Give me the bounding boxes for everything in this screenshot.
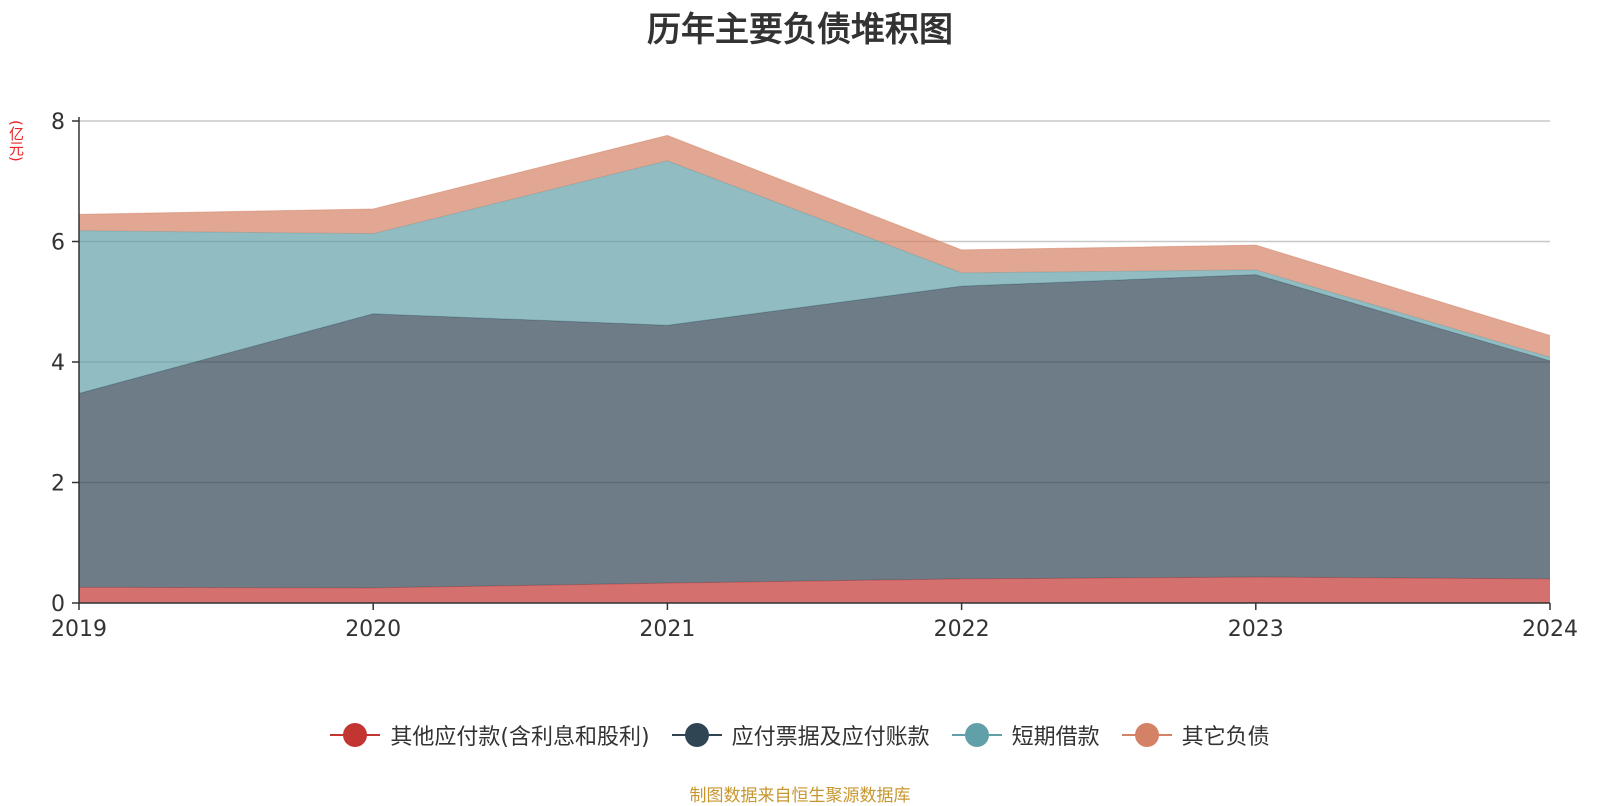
area-series-1 [79,274,1550,588]
legend-marker-icon [951,723,1002,747]
legend-item-2[interactable]: 短期借款 [951,719,1100,751]
area-series-line-3 [78,134,1551,336]
legend-label: 其他应付款(含利息和股利) [390,725,650,750]
area-series-0 [79,577,1550,603]
y-axis-unit-label: (亿元) [7,120,25,162]
legend-label: 应付票据及应付账款 [731,725,930,750]
chart-plot: 0 2 4 6 8 2019 2020 2021 2022 2023 2024 [51,110,1578,642]
y-tick-label: 0 [51,592,65,617]
legend-marker-icon [671,723,722,747]
chart-legend: 其他应付款(含利息和股利) 应付票据及应付账款 短期借款 其它负债 [0,719,1600,751]
y-tick-label: 6 [51,231,65,256]
legend-marker-icon [330,723,381,747]
chart-title: 历年主要负债堆积图 [647,10,953,50]
y-tick-label: 8 [51,110,65,135]
legend-item-1[interactable]: 应付票据及应付账款 [671,719,930,751]
x-tick-label: 2022 [934,617,990,642]
source-note: 制图数据来自恒生聚源数据库 [689,786,911,806]
area-series-2 [79,160,1550,394]
y-tick-label: 4 [51,351,65,376]
x-tick-label: 2021 [639,617,695,642]
x-tick-label: 2023 [1228,617,1284,642]
legend-item-3[interactable]: 其它负债 [1121,719,1270,751]
y-tick-label: 2 [51,472,65,497]
legend-label: 其它负债 [1181,725,1270,750]
legend-label: 短期借款 [1011,725,1100,750]
legend-marker-icon [1121,723,1172,747]
x-tick-label: 2024 [1522,617,1578,642]
x-tick-label: 2019 [51,617,107,642]
x-tick-label: 2020 [345,617,401,642]
legend-item-0[interactable]: 其他应付款(含利息和股利) [330,719,650,751]
